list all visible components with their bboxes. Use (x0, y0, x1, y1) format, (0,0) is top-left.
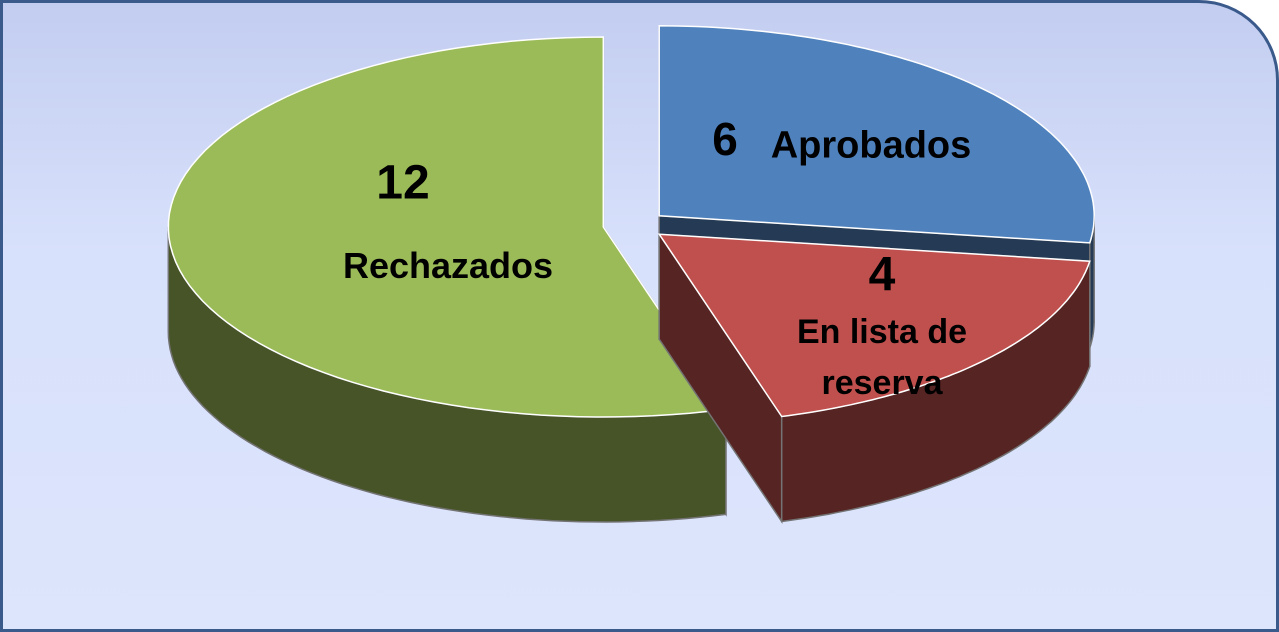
category-label: En lista de reserva (796, 313, 968, 402)
category-label: Aprobados (770, 124, 972, 167)
value-label: 6 (712, 113, 738, 165)
value-label: 12 (376, 156, 430, 210)
chart (167, 25, 1095, 524)
value-label: 4 (868, 248, 896, 302)
slice (167, 36, 728, 418)
slice (657, 233, 1091, 418)
slice (658, 25, 1095, 244)
category-label: Rechazados (342, 245, 554, 286)
